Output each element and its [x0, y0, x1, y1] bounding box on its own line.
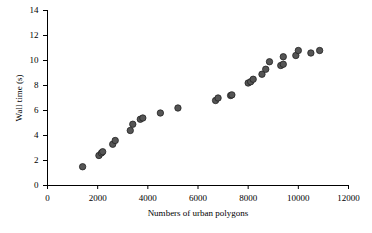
- svg-text:12: 12: [30, 30, 39, 40]
- svg-text:4: 4: [34, 130, 39, 140]
- svg-text:2000: 2000: [89, 193, 108, 203]
- svg-text:10: 10: [30, 55, 40, 65]
- svg-text:4000: 4000: [139, 193, 158, 203]
- svg-text:0: 0: [34, 180, 39, 190]
- svg-text:Numbers of urban polygons: Numbers of urban polygons: [148, 208, 249, 218]
- svg-text:Wall time (s): Wall time (s): [14, 75, 24, 122]
- svg-text:6: 6: [34, 105, 39, 115]
- svg-text:8: 8: [34, 80, 39, 90]
- svg-text:14: 14: [30, 5, 40, 15]
- svg-text:8000: 8000: [239, 193, 258, 203]
- svg-text:12000: 12000: [337, 193, 360, 203]
- svg-text:10000: 10000: [287, 193, 310, 203]
- svg-text:0: 0: [45, 193, 50, 203]
- svg-text:2: 2: [34, 155, 39, 165]
- svg-text:6000: 6000: [189, 193, 208, 203]
